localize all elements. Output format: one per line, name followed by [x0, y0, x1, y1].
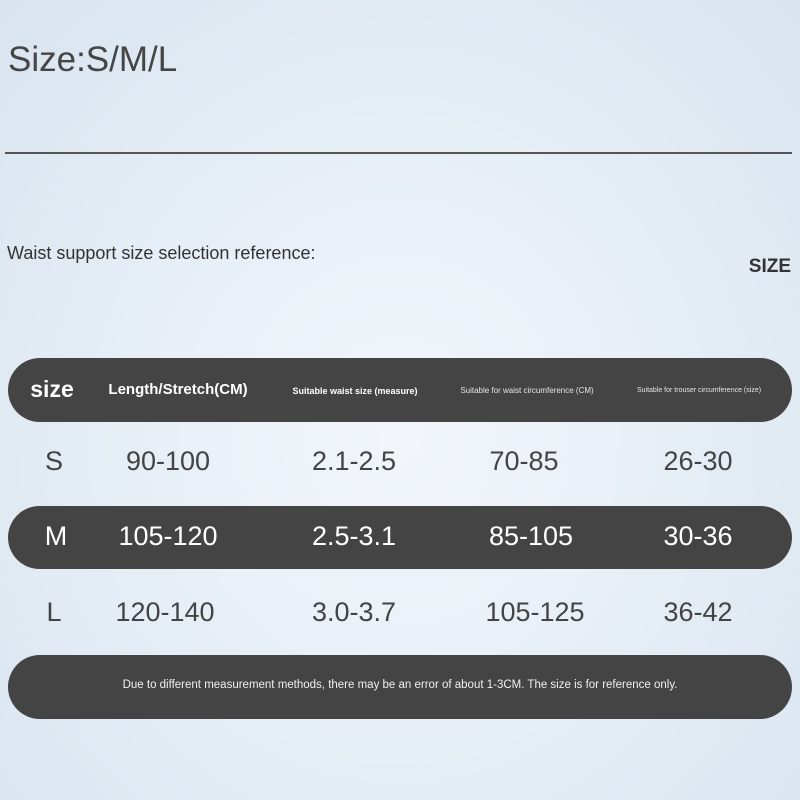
table-row: S 90-100 2.1-2.5 70-85 26-30 — [8, 431, 792, 494]
cell-length: 120-140 — [115, 597, 215, 627]
cell-size: M — [44, 521, 68, 551]
cell-waist-size: 3.0-3.7 — [311, 597, 397, 627]
footnote-bar: Due to different measurement methods, th… — [8, 655, 792, 719]
divider — [5, 152, 792, 154]
cell-trouser: 30-36 — [663, 521, 733, 551]
table-row: L 120-140 3.0-3.7 105-125 36-42 — [8, 582, 792, 645]
page-title: Size:S/M/L — [8, 40, 178, 79]
header-waist-size: Suitable waist size (measure) — [292, 386, 418, 396]
subtitle: Waist support size selection reference: — [7, 243, 316, 263]
cell-waist-circ: 105-125 — [485, 597, 585, 627]
cell-trouser: 26-30 — [663, 446, 733, 476]
header-size: size — [30, 376, 74, 402]
cell-size: L — [46, 597, 62, 627]
cell-trouser: 36-42 — [663, 597, 733, 627]
header-length: Length/Stretch(CM) — [108, 381, 248, 398]
cell-waist-size: 2.5-3.1 — [311, 521, 397, 551]
table-header: size Length/Stretch(CM) Suitable waist s… — [8, 358, 792, 422]
size-label: SIZE — [748, 256, 791, 277]
cell-waist-circ: 70-85 — [489, 446, 559, 476]
header-trouser: Suitable for trouser circumference (size… — [636, 387, 762, 394]
cell-length: 90-100 — [125, 446, 211, 476]
cell-waist-circ: 85-105 — [488, 521, 574, 551]
footnote: Due to different measurement methods, th… — [122, 679, 678, 691]
table-row: M 105-120 2.5-3.1 85-105 30-36 — [8, 506, 792, 569]
cell-waist-size: 2.1-2.5 — [311, 446, 397, 476]
cell-length: 105-120 — [118, 521, 218, 551]
cell-size: S — [44, 446, 64, 476]
header-waist-circumference: Suitable for waist circumference (CM) — [460, 386, 594, 395]
